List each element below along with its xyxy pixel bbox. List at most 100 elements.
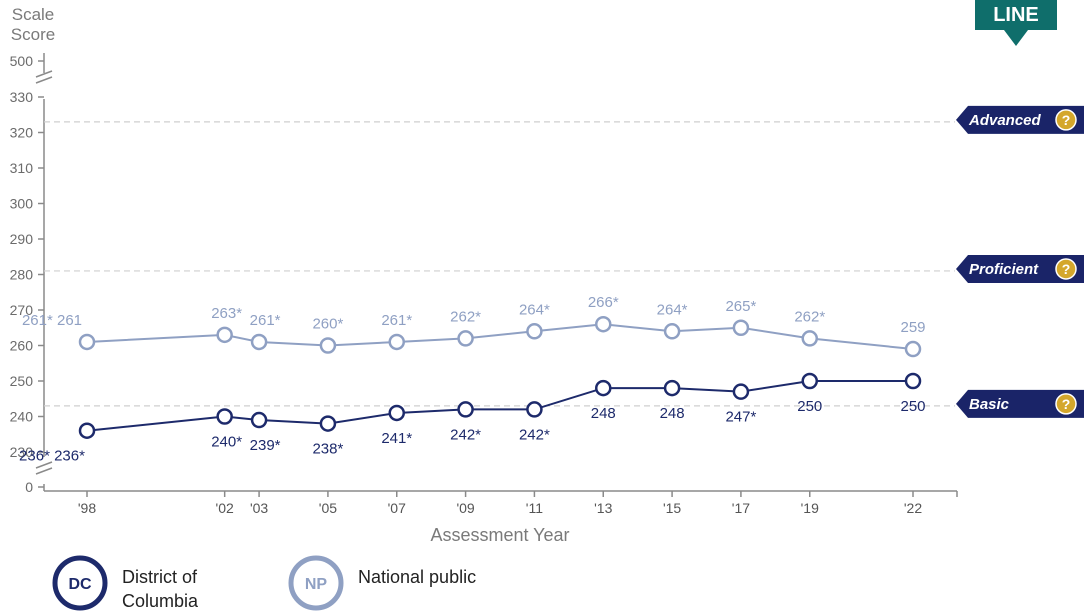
y-axis-title-line1: Scale [12, 5, 55, 24]
data-point-dc-9[interactable] [732, 383, 750, 400]
y-tick-label-260: 260 [10, 338, 34, 354]
data-label-dc-8: 248 [660, 405, 685, 422]
y-tick-label-280: 280 [10, 267, 34, 283]
data-label-dc-5: 242* [450, 426, 481, 443]
data-point-np-7[interactable] [595, 315, 612, 333]
question-mark-glyph: ? [1062, 261, 1071, 277]
data-point-dc-5[interactable] [457, 401, 474, 418]
data-label-np-4: 261* [381, 312, 412, 329]
data-point-dc-1[interactable] [216, 408, 233, 425]
series-line-np [86, 323, 914, 351]
data-point-dc-0[interactable] [78, 422, 96, 439]
y-tick-label-290: 290 [10, 231, 34, 247]
achievement-levels: Advanced ?Proficient ?Basic? [44, 105, 1084, 418]
level-tag-basic: Basic? [956, 389, 1084, 418]
data-point-np-6[interactable] [526, 323, 543, 340]
data-point-np-11[interactable] [904, 340, 922, 358]
data-label-np-5: 262* [450, 308, 481, 325]
data-label-np-9: 265* [725, 298, 756, 315]
question-mark-icon[interactable]: ? [1055, 258, 1077, 280]
data-label-np-6: 264* [519, 301, 550, 318]
data-label-dc-3: 238* [312, 441, 343, 458]
level-label-basic: Basic [969, 396, 1010, 413]
data-label-dc-9: 247* [725, 409, 756, 426]
data-point-np-4[interactable] [388, 333, 405, 351]
data-label-dc-10: 250 [797, 398, 822, 415]
legend: DC District of Columbia NP National publ… [52, 555, 476, 611]
y-axis-break-lower [35, 461, 53, 475]
series-national-public: 261* 261 263* 261* 260* 261* 262* 264* 266* 264*… [22, 294, 926, 358]
data-point-np-5[interactable] [457, 330, 474, 347]
line-view-label: LINE [993, 4, 1039, 26]
data-label-np-7: 266* [588, 294, 619, 311]
data-point-np-3[interactable] [319, 337, 337, 354]
legend-item-np[interactable]: NP National public [288, 555, 476, 611]
question-mark-icon[interactable]: ? [1055, 393, 1077, 415]
data-label-dc-6: 242* [519, 426, 550, 443]
y-tick-label-240: 240 [10, 409, 34, 425]
y-axis-title-line2: Score [11, 25, 55, 44]
series-district-of-columbia: 236* 236* 240* 239* 238* 241* 242* 242* 248 248 2… [19, 372, 926, 465]
y-tick-label-320: 320 [10, 125, 34, 141]
y-ticks: 230 240 250 260 270 280 290 300 310 320 330 [10, 89, 44, 460]
data-label-np-11: 259 [900, 319, 925, 336]
question-mark-glyph: ? [1062, 396, 1071, 412]
x-tick-label-10: '19 [801, 500, 819, 516]
data-point-dc-10[interactable] [801, 372, 818, 390]
x-tick-label-3: '05 [319, 500, 337, 516]
data-label-dc-4: 241* [381, 430, 412, 447]
legend-dc-badge [52, 555, 108, 611]
data-label-np-3: 260* [312, 316, 343, 333]
y-tick-label-230: 230 [10, 444, 34, 460]
legend-np-badge [288, 555, 344, 611]
legend-dc-label-line1: District of [122, 567, 198, 587]
data-label-dc-0: 236* 236* [19, 448, 85, 465]
data-point-dc-6[interactable] [526, 401, 543, 418]
data-point-dc-2[interactable] [250, 411, 268, 429]
level-label-proficient: Proficient [969, 261, 1039, 278]
data-label-dc-11: 250 [900, 398, 925, 415]
data-label-dc-1: 240* [211, 434, 242, 451]
question-mark-icon[interactable]: ? [1055, 109, 1077, 131]
legend-dc-abbr: DC [68, 576, 92, 593]
data-point-np-0[interactable] [78, 333, 96, 351]
axes: 500 0 [10, 53, 958, 497]
data-point-dc-4[interactable] [388, 404, 405, 422]
legend-np-label: National public [358, 567, 476, 587]
legend-dc-label-line2: Columbia [122, 591, 199, 611]
question-mark-glyph: ? [1062, 112, 1071, 128]
x-tick-label-4: '07 [388, 500, 406, 516]
data-label-np-10: 262* [794, 308, 825, 325]
level-tag-proficient: Proficient? [956, 254, 1084, 283]
data-point-np-2[interactable] [250, 333, 268, 351]
x-tick-label-11: '22 [904, 500, 922, 516]
data-label-np-8: 264* [657, 301, 688, 318]
data-label-np-1: 263* [211, 305, 242, 322]
level-label-advanced: Advanced [968, 112, 1042, 129]
data-point-np-9[interactable] [732, 319, 750, 336]
data-point-dc-3[interactable] [319, 415, 337, 432]
y-tick-label-500: 500 [10, 53, 34, 69]
x-tick-label-2: '03 [250, 500, 268, 516]
data-point-dc-7[interactable] [595, 379, 612, 397]
data-point-np-8[interactable] [663, 323, 681, 340]
x-tick-label-7: '13 [594, 500, 612, 516]
data-label-dc-7: 248 [591, 405, 616, 422]
level-tag-advanced: Advanced? [956, 105, 1084, 134]
x-tick-label-9: '17 [732, 500, 750, 516]
y-axis-break-upper [35, 70, 53, 84]
data-point-np-10[interactable] [801, 330, 818, 347]
line-view-button[interactable]: LINE [975, 0, 1057, 46]
data-point-dc-8[interactable] [663, 379, 681, 397]
x-axis-title: Assessment Year [430, 525, 569, 545]
x-tick-label-0: '98 [78, 500, 96, 516]
data-point-np-1[interactable] [216, 326, 233, 344]
x-tick-label-1: '02 [216, 500, 234, 516]
data-point-dc-11[interactable] [904, 372, 922, 390]
data-label-dc-2: 239* [250, 437, 281, 454]
x-tick-label-5: '09 [456, 500, 474, 516]
x-tick-label-6: '11 [526, 500, 543, 516]
legend-item-dc[interactable]: DC District of Columbia [52, 555, 199, 611]
y-tick-label-270: 270 [10, 302, 34, 318]
